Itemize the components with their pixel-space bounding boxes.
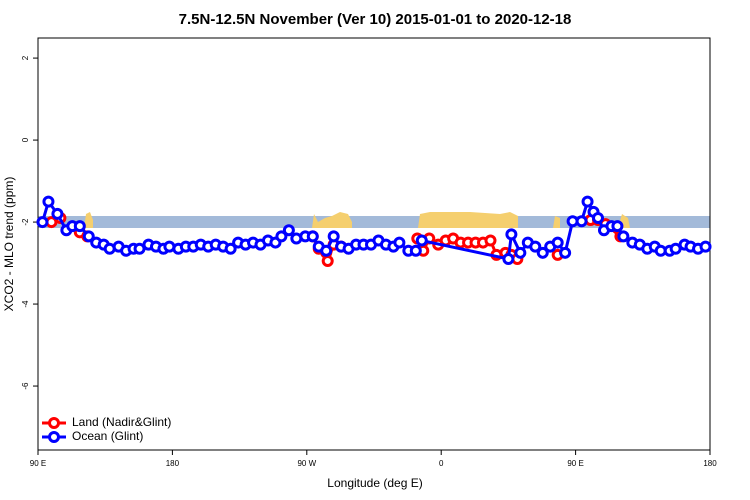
data-point (409, 244, 422, 257)
x-tick-label: 180 (166, 459, 180, 468)
x-axis-label: Longitude (deg E) (327, 476, 422, 490)
data-point (529, 240, 542, 253)
background-map (38, 212, 710, 228)
legend-label: Ocean (Glint) (72, 429, 143, 443)
legend: Land (Nadir&Glint)Ocean (Glint) (42, 415, 171, 443)
data-point (505, 228, 518, 241)
data-point (415, 234, 428, 247)
data-point (611, 220, 624, 233)
data-point (327, 230, 340, 243)
legend-marker (48, 431, 60, 443)
data-point (320, 244, 333, 257)
data-point (282, 224, 295, 237)
chart-title: 7.5N-12.5N November (Ver 10) 2015-01-01 … (179, 11, 572, 28)
x-tick-label: 180 (703, 459, 717, 468)
ocean-band (38, 216, 710, 228)
y-tick-label: -6 (21, 382, 30, 390)
data-point (617, 230, 630, 243)
data-point (669, 242, 682, 255)
data-point (699, 240, 712, 253)
data-point (51, 207, 64, 220)
land-patch (84, 212, 93, 228)
data-point (502, 252, 515, 265)
data-point (581, 195, 594, 208)
y-tick-label: -4 (21, 300, 30, 308)
land-patch (553, 216, 560, 228)
y-tick-label: -2 (21, 218, 30, 226)
data-point (514, 246, 527, 259)
y-tick-label: 2 (21, 55, 30, 60)
data-point (224, 242, 237, 255)
data-point (536, 246, 549, 259)
data-point (551, 236, 564, 249)
data-point (484, 234, 497, 247)
x-tick-label: 90 E (567, 459, 583, 468)
legend-marker (48, 417, 60, 429)
land-patch (312, 212, 352, 228)
legend-label: Land (Nadir&Glint) (72, 415, 171, 429)
x-tick-label: 90 E (30, 459, 46, 468)
data-point (73, 220, 86, 233)
data-point (592, 211, 604, 224)
x-tick-label: 90 W (297, 459, 316, 468)
data-point (36, 216, 49, 229)
data-point (575, 215, 588, 228)
y-tick-label: 0 (21, 137, 30, 142)
data-point (133, 242, 146, 255)
data-point (393, 236, 406, 249)
data-point (275, 230, 288, 243)
data-point (321, 255, 334, 268)
data-point (306, 230, 319, 243)
data-point (42, 195, 55, 208)
y-axis-label: XCO2 - MLO trend (ppm) (2, 177, 16, 312)
data-point (82, 230, 95, 243)
x-tick-label: 0 (439, 459, 444, 468)
data-point (559, 246, 572, 259)
land-patch (418, 212, 518, 228)
